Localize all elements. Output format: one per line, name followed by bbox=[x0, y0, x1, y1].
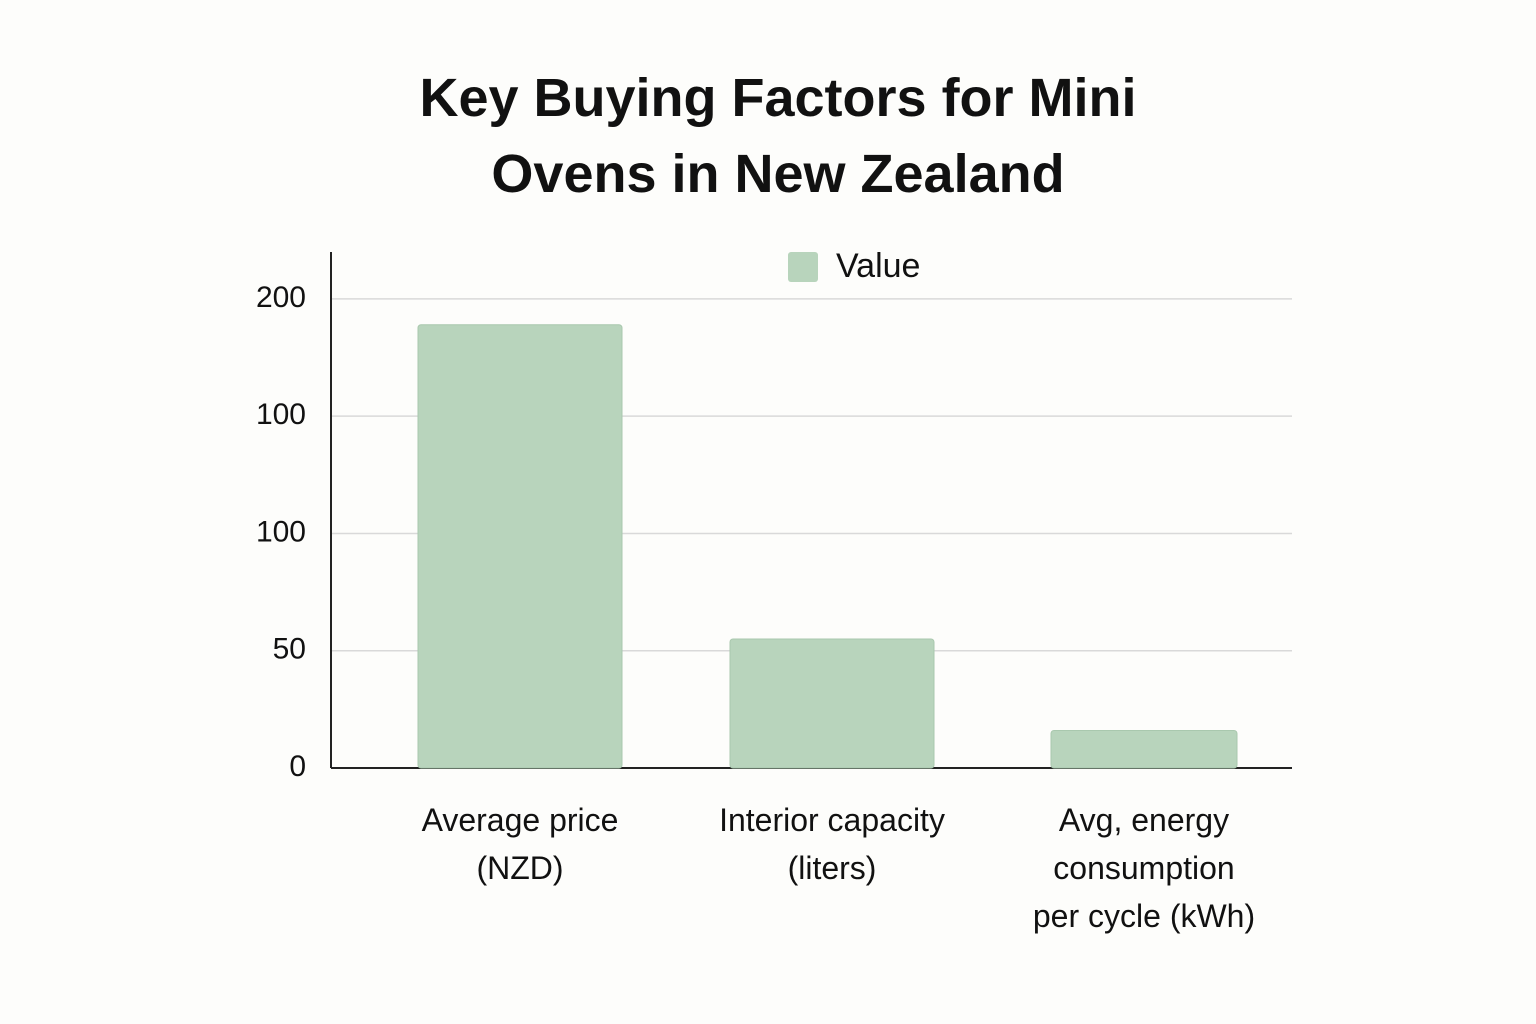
legend-swatch bbox=[788, 252, 818, 282]
y-tick-label: 100 bbox=[256, 398, 306, 431]
bar bbox=[729, 638, 935, 769]
y-tick-label: 200 bbox=[256, 281, 306, 314]
y-tick-label: 0 bbox=[289, 750, 306, 783]
x-tick-label: Average price (NZD) bbox=[421, 802, 619, 886]
x-tick-label: Interior capacity (liters) bbox=[719, 802, 945, 886]
legend-label: Value bbox=[836, 247, 920, 285]
bar bbox=[417, 324, 623, 769]
x-tick-label: Avg, energy consumption per cycle (kWh) bbox=[1032, 802, 1256, 934]
bar bbox=[1050, 729, 1238, 769]
y-tick-label: 50 bbox=[273, 633, 306, 666]
y-tick-label: 100 bbox=[256, 515, 306, 548]
chart-title: Key Buying Factors for Mini Ovens in New… bbox=[419, 68, 1137, 204]
